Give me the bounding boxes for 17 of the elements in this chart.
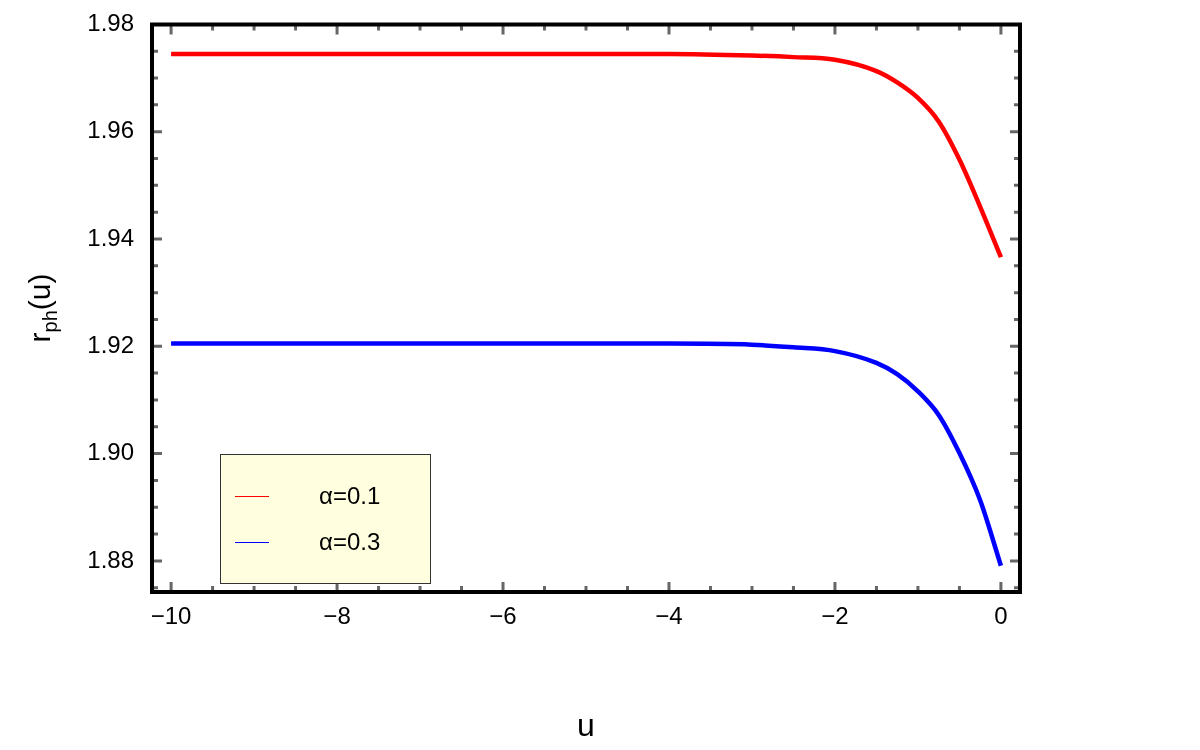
y-tick-label: 1.96 [87,116,134,144]
line-series [168,341,1004,568]
legend-label: α=0.3 [319,528,381,556]
x-axis-title: u [577,706,595,743]
x-tick-label: −2 [821,602,849,630]
y-tick-label: 1.88 [87,545,134,573]
line-series [168,51,1004,260]
x-tick-label: 0 [994,602,1008,630]
x-tick-label: −8 [323,602,351,630]
legend-label: α=0.1 [319,482,381,510]
x-tick-label: −4 [655,602,683,630]
y-tick-label: 1.98 [87,9,134,37]
y-tick-label: 1.92 [87,330,134,358]
x-tick-label: −10 [150,602,192,630]
x-tick-label: −6 [489,602,517,630]
y-tick-label: 1.90 [87,438,134,466]
y-tick-label: 1.94 [87,223,134,251]
